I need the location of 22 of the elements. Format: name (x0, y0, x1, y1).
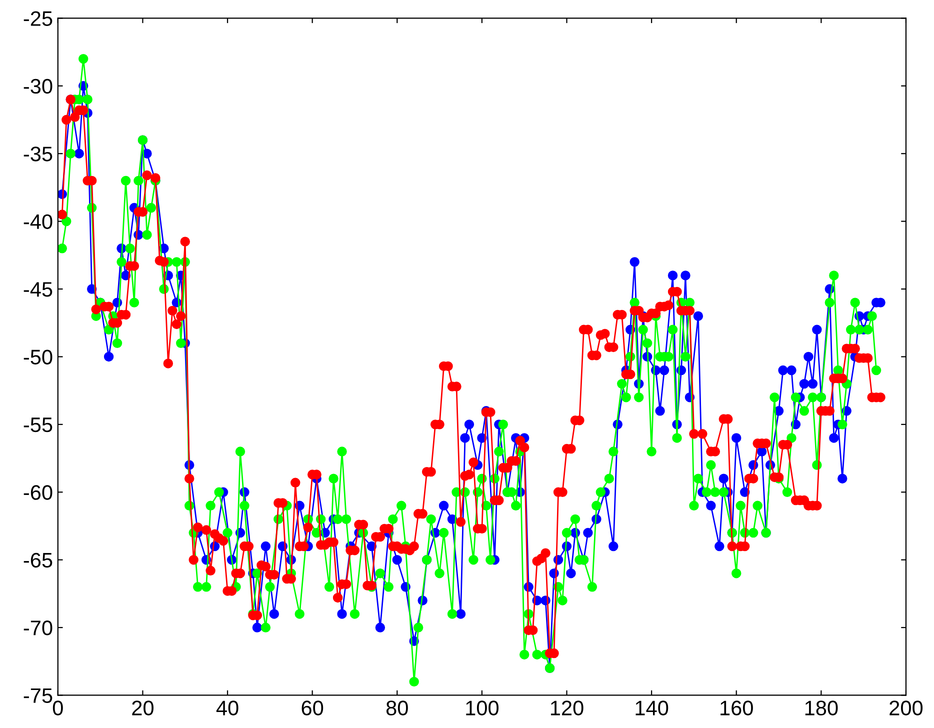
x-tick-label: 140 (636, 700, 668, 716)
y-tick-label: -65 (24, 552, 52, 568)
x-tick-label: 180 (805, 700, 838, 716)
x-tick-label: 120 (550, 700, 584, 716)
x-tick-label: 100 (466, 700, 499, 716)
x-tick-label: 40 (216, 700, 238, 716)
y-tick-label: -50 (24, 350, 52, 364)
y-tick-label: -60 (24, 485, 52, 500)
y-tick-label: -35 (24, 146, 52, 162)
y-tick-label: -55 (24, 418, 52, 432)
x-tick-label: 20 (132, 700, 154, 716)
x-tick-label: 200 (890, 700, 923, 716)
y-tick-label: -75 (24, 688, 52, 703)
x-tick-label: 60 (302, 700, 324, 716)
x-tick-label: 80 (386, 700, 408, 716)
y-tick-label: -30 (24, 78, 52, 94)
x-tick-label: 160 (720, 700, 753, 716)
y-tick-label: -40 (24, 214, 52, 230)
y-tick-label: -45 (24, 282, 52, 297)
y-tick-label: -25 (24, 11, 52, 26)
y-tick-label: -70 (24, 620, 52, 636)
x-tick-label: 0 (52, 700, 63, 716)
